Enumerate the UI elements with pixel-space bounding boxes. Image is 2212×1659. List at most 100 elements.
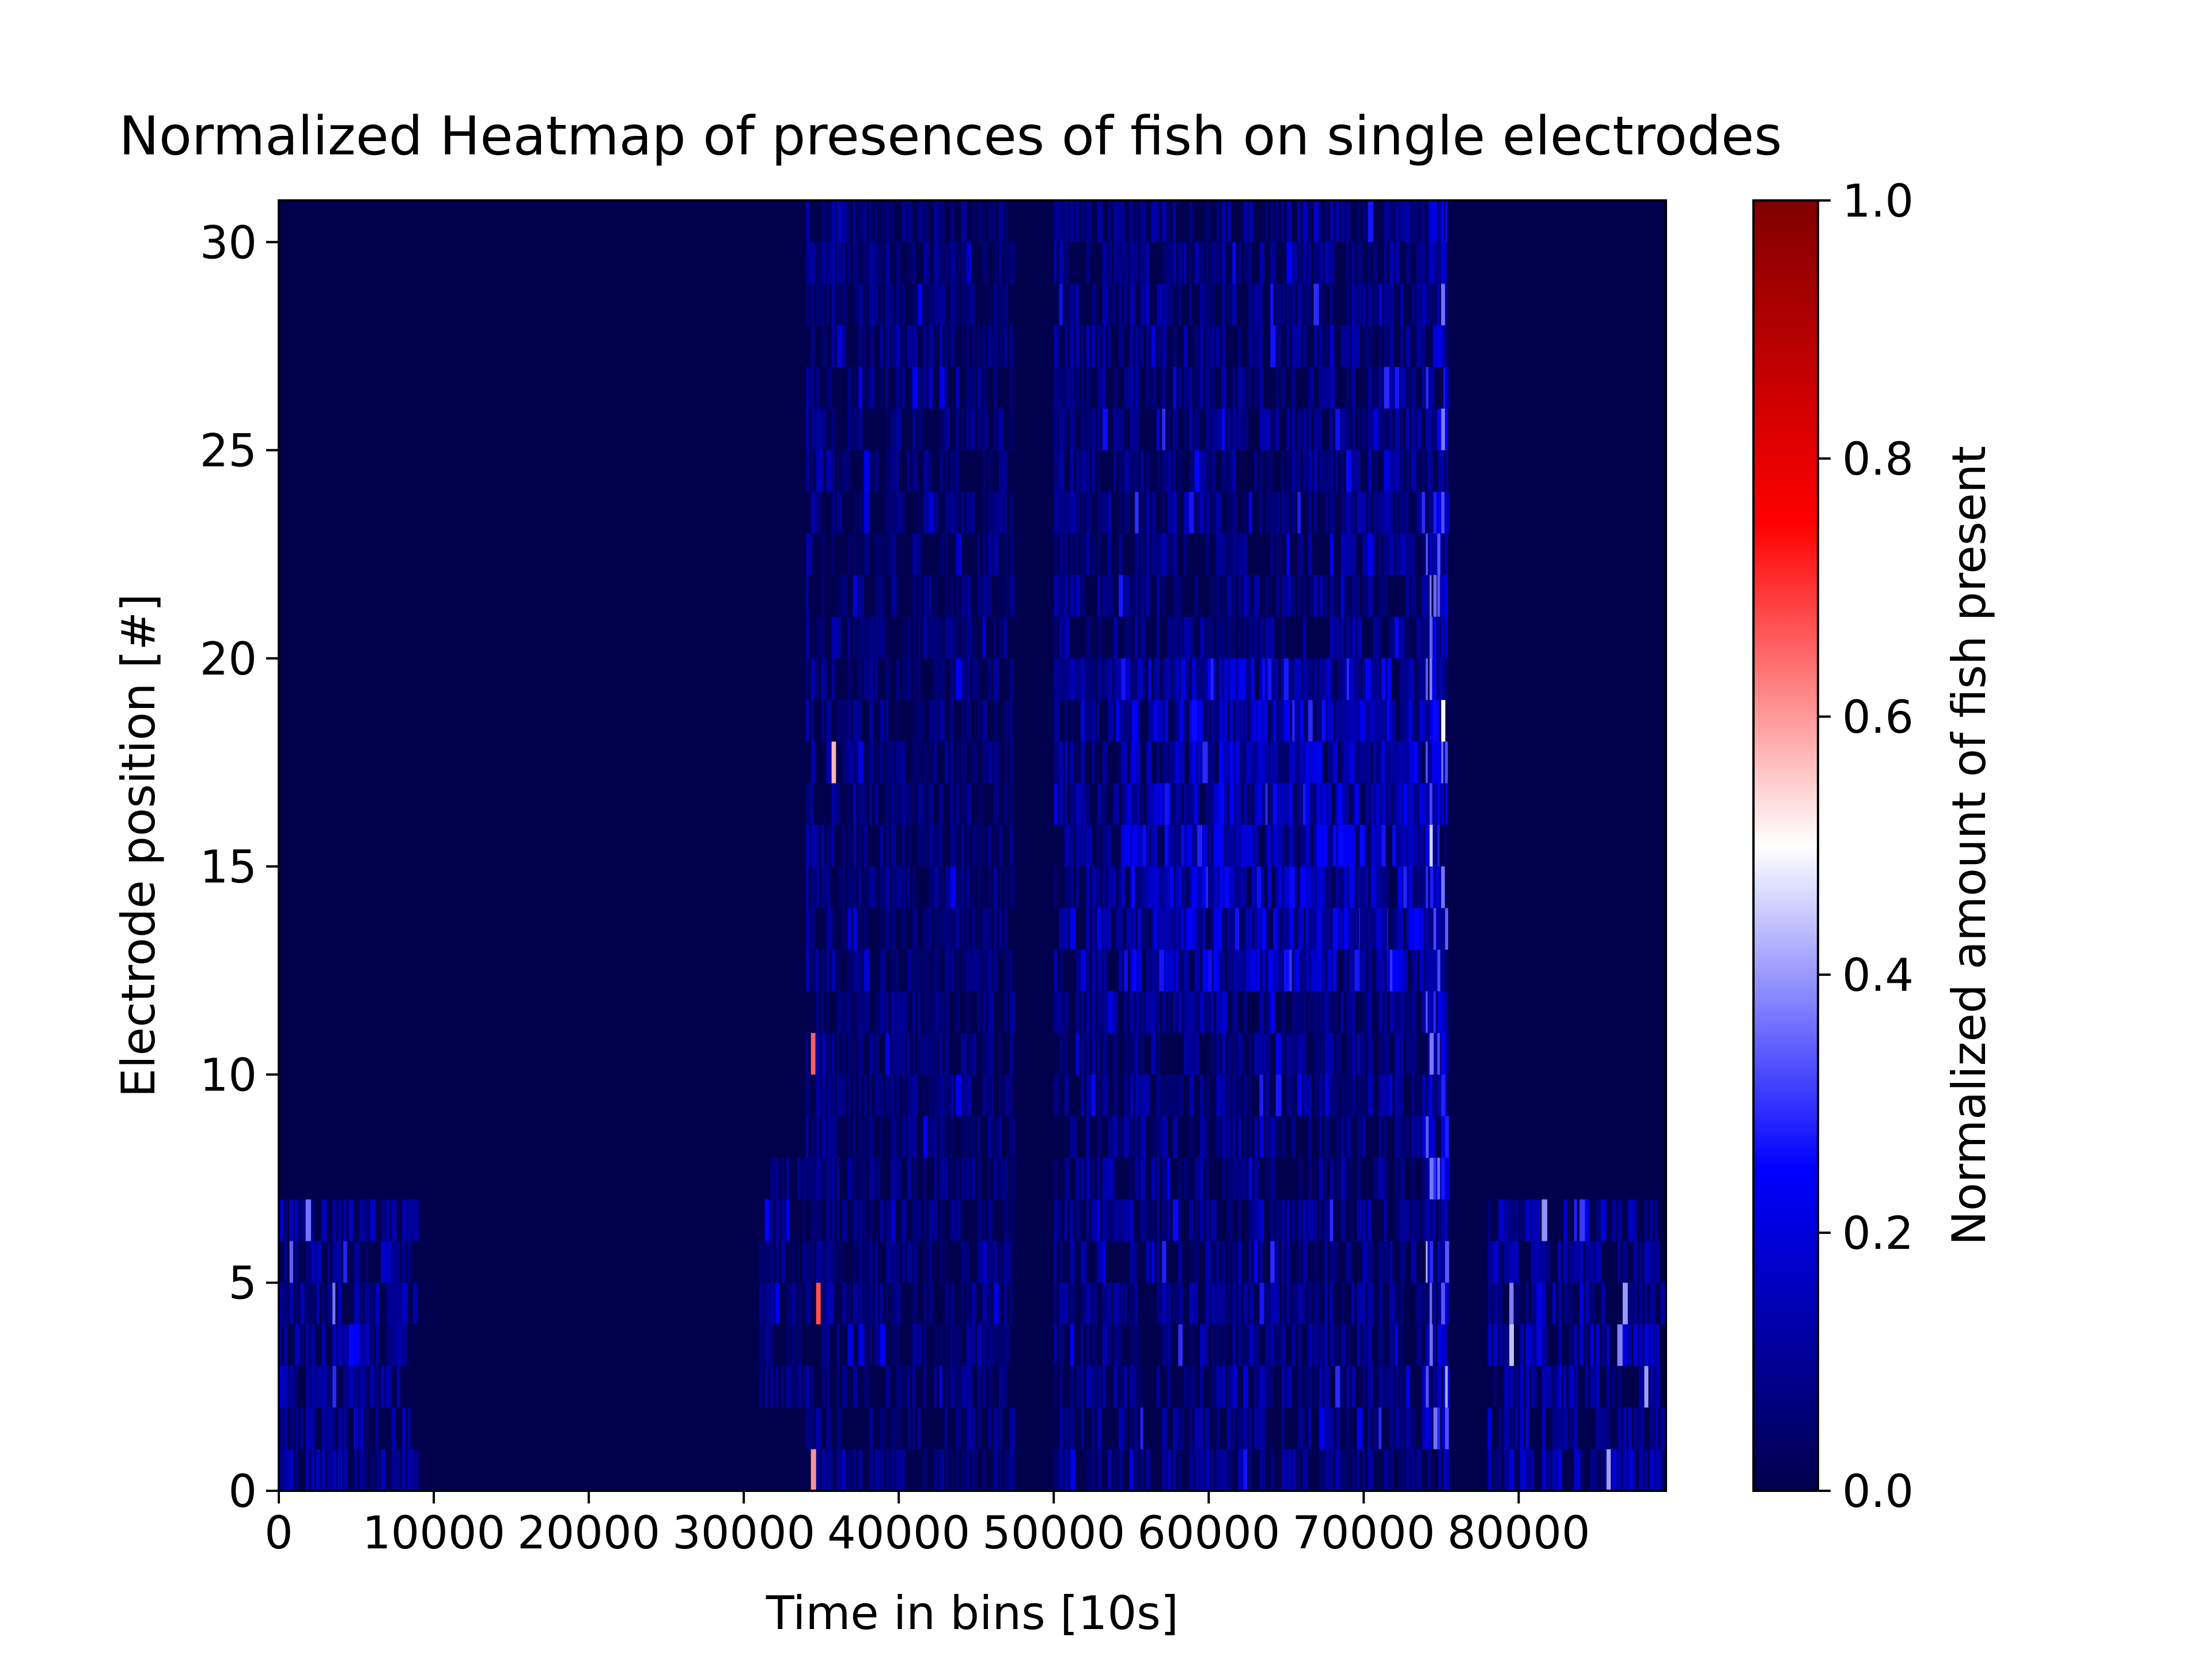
heatmap-cell (934, 491, 939, 534)
heatmap-cell (1433, 1366, 1438, 1408)
heatmap-cell (1445, 491, 1449, 534)
heatmap-cell (1281, 367, 1285, 409)
heatmap-cell (1102, 658, 1108, 700)
heatmap-cell (1411, 1241, 1416, 1283)
heatmap-cell (1205, 991, 1211, 1033)
heatmap-cell (847, 658, 853, 700)
heatmap-cell (1009, 325, 1013, 368)
heatmap-cell (955, 1074, 961, 1116)
heatmap-cell (810, 1407, 814, 1449)
heatmap-cell (982, 616, 986, 658)
heatmap-cell (1283, 866, 1289, 908)
heatmap-cell (1178, 658, 1182, 700)
heatmap-cell (842, 1033, 846, 1075)
heatmap-cell (1403, 949, 1408, 991)
heatmap-cell (1381, 824, 1386, 867)
heatmap-cell (918, 991, 921, 1033)
heatmap-cell (294, 1366, 298, 1408)
heatmap-cell (1170, 949, 1174, 991)
heatmap-cell (1509, 1407, 1514, 1449)
heatmap-cell (1070, 1324, 1074, 1366)
heatmap-cell (923, 242, 929, 284)
heatmap-cell (853, 575, 858, 617)
heatmap-cell (1129, 700, 1134, 742)
heatmap-cell (1227, 200, 1232, 243)
heatmap-cell (396, 1241, 400, 1283)
heatmap-cell (939, 866, 945, 908)
heatmap-cell (1357, 1407, 1363, 1449)
heatmap-cell (1437, 575, 1440, 617)
heatmap-cell (961, 1157, 967, 1200)
heatmap-cell (853, 783, 857, 825)
heatmap-cell (1135, 866, 1141, 908)
heatmap-cell (1387, 783, 1391, 825)
heatmap-cell (1389, 283, 1395, 325)
heatmap-cell (1227, 450, 1233, 492)
heatmap-cell (1346, 491, 1351, 534)
heatmap-cell (279, 1407, 284, 1449)
heatmap-cell (1232, 408, 1237, 450)
heatmap-cell (950, 1449, 955, 1491)
heatmap-cell (863, 200, 867, 243)
heatmap-cell (880, 1116, 883, 1158)
heatmap-cell (1102, 1074, 1108, 1116)
heatmap-cell (1437, 1074, 1441, 1116)
heatmap-cell (1140, 1074, 1146, 1116)
heatmap-cell (1563, 1366, 1566, 1408)
heatmap-cell (934, 1449, 938, 1491)
heatmap-cell (1075, 658, 1081, 700)
heatmap-cell (821, 991, 824, 1033)
heatmap-cell (1443, 1074, 1448, 1116)
heatmap-cell (1059, 283, 1063, 325)
heatmap-cell (1327, 741, 1330, 783)
heatmap-cell (1243, 533, 1247, 575)
heatmap-cell (1302, 242, 1307, 284)
heatmap-cell (961, 1074, 967, 1116)
heatmap-cell (1305, 949, 1309, 991)
heatmap-cell (988, 824, 992, 867)
heatmap-cell (1009, 741, 1013, 783)
heatmap-cell (1086, 949, 1089, 991)
heatmap-cell (912, 283, 918, 325)
heatmap-cell (1335, 1116, 1339, 1158)
heatmap-cell (1183, 908, 1187, 950)
heatmap-cell (1102, 367, 1105, 409)
heatmap-cell (1400, 1033, 1404, 1075)
heatmap-cell (1183, 700, 1187, 742)
heatmap-cell (1153, 908, 1158, 950)
heatmap-cell (988, 1407, 992, 1449)
heatmap-cell (1429, 1241, 1434, 1283)
heatmap-cell (891, 1241, 896, 1283)
heatmap-cell (1140, 1157, 1146, 1200)
heatmap-cell (1368, 1033, 1373, 1075)
heatmap-cell (1151, 491, 1156, 534)
heatmap-cell (1180, 741, 1185, 783)
heatmap-cell (338, 1282, 342, 1324)
heatmap-cell (284, 1407, 287, 1449)
heatmap-cell (821, 325, 827, 368)
heatmap-cell (1135, 1074, 1140, 1116)
heatmap-cell (1411, 949, 1415, 991)
heatmap-cell (391, 1449, 396, 1491)
heatmap-cell (1324, 1199, 1331, 1241)
heatmap-cell (1324, 866, 1327, 908)
heatmap-cell (1054, 700, 1060, 742)
heatmap-cell (1151, 949, 1157, 991)
heatmap-cell (1237, 866, 1244, 908)
heatmap-cell (1086, 991, 1090, 1033)
heatmap-cell (786, 1282, 792, 1324)
heatmap-cell (1362, 1324, 1367, 1366)
heatmap-cell (1115, 700, 1119, 742)
heatmap-cell (1216, 616, 1222, 658)
heatmap-cell (1108, 1324, 1111, 1366)
heatmap-cell (810, 1199, 817, 1241)
heatmap-cell (912, 700, 918, 742)
heatmap-cell (1070, 491, 1076, 534)
heatmap-cell (950, 1074, 955, 1116)
heatmap-cell (836, 1324, 840, 1366)
heatmap-cell (1313, 408, 1319, 450)
heatmap-cell (1224, 700, 1227, 742)
heatmap-cell (912, 1324, 918, 1366)
heatmap-cell (1054, 1366, 1057, 1408)
heatmap-cell (1189, 367, 1192, 409)
